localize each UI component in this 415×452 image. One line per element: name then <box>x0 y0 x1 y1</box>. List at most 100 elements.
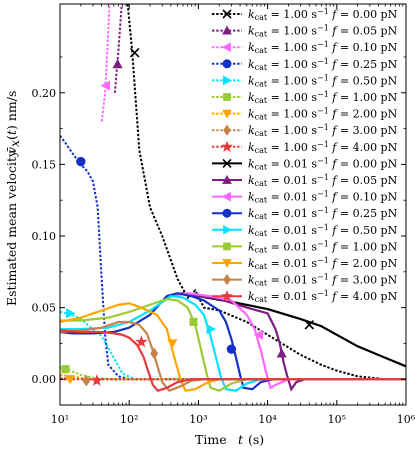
series-marker-kcat-1-00-s-f-0-25-pn-0 <box>76 156 86 167</box>
legend-marker-triangle-right <box>223 75 233 86</box>
legend-marker-x <box>222 9 232 19</box>
legend-marker-diamond <box>223 273 231 286</box>
legend-entry: kcat = 0.01 s−1 f = 2.00 pN <box>212 256 398 271</box>
legend-label: kcat = 1.00 s−1 f = 3.00 pN <box>248 123 398 138</box>
legend-entry: kcat = 1.00 s−1 f = 0.50 pN <box>212 73 398 88</box>
legend-entry: kcat = 0.01 s−1 f = 1.00 pN <box>212 239 398 254</box>
y-axis-title: Estimated mean velocity v̄ x ( t ) nm/s <box>4 91 22 306</box>
series-marker-kcat-1-00-s-f-0-05-pn-0 <box>112 58 123 69</box>
svg-text:(: ( <box>4 135 19 140</box>
axis-layer: 10¹ 10² 10³ 10⁴ 10⁵ 10⁶ 0.00 0.05 0.10 0.15 0.20 <box>32 4 415 426</box>
series-marker-kcat-1-00-s-f-1-00-pn-0 <box>61 365 70 374</box>
legend-entry: kcat = 1.00 s−1 f = 0.00 pN <box>212 7 398 22</box>
legend-label: kcat = 1.00 s−1 f = 0.05 pN <box>248 24 398 39</box>
series-marker-kcat-0-01-s-f-0-50-pn-0 <box>206 324 216 335</box>
legend-label: kcat = 0.01 s−1 f = 0.05 pN <box>248 173 398 188</box>
x-tick-label: 10⁶ <box>397 413 415 426</box>
legend-label: kcat = 0.01 s−1 f = 4.00 pN <box>248 289 398 304</box>
legend-entry: kcat = 0.01 s−1 f = 0.00 pN <box>212 156 398 171</box>
series-line-kcat-0-01-s-f-4-00-pn <box>60 329 406 392</box>
series-marker-kcat-0-01-s-f-0-00-pn-0 <box>304 320 315 330</box>
series-line-kcat-0-01-s-f-1-00-pn <box>60 297 406 392</box>
series-marker-kcat-0-01-s-f-0-25-pn-0 <box>226 344 237 354</box>
legend-entry: kcat = 1.00 s−1 f = 0.10 pN <box>212 40 398 55</box>
legend-entry: kcat = 1.00 s−1 f = 3.00 pN <box>212 123 398 138</box>
series-marker-kcat-1-00-s-f-3-00-pn-0 <box>82 374 91 387</box>
legend-label: kcat = 0.01 s−1 f = 0.00 pN <box>248 156 398 171</box>
legend-label: kcat = 1.00 s−1 f = 0.10 pN <box>248 40 398 55</box>
y-tick-label: 0.00 <box>32 373 57 386</box>
legend-entry: kcat = 1.00 s−1 f = 0.25 pN <box>212 57 398 72</box>
legend-entry: kcat = 0.01 s−1 f = 0.10 pN <box>212 190 398 205</box>
svg-text:t: t <box>238 432 244 447</box>
svg-text:t: t <box>4 129 19 135</box>
x-tick-label: 10² <box>120 413 138 426</box>
svg-text:Time: Time <box>195 432 227 447</box>
x-axis-title: Time t (s) <box>195 432 264 447</box>
legend-entry: kcat = 0.01 s−1 f = 3.00 pN <box>212 273 398 288</box>
svg-text:(s): (s) <box>248 432 264 447</box>
series-marker-kcat-1-00-s-f-2-00-pn-0 <box>65 375 76 385</box>
legend-marker-diamond <box>223 124 231 136</box>
legend-label: kcat = 1.00 s−1 f = 0.00 pN <box>248 7 398 22</box>
series-line-kcat-0-01-s-f-0-10-pn <box>170 292 406 390</box>
legend-entry: kcat = 0.01 s−1 f = 0.50 pN <box>212 223 398 238</box>
series-marker-kcat-1-00-s-f-0-10-pn-0 <box>100 80 110 91</box>
series-marker-kcat-0-01-s-f-4-00-pn-0 <box>135 335 148 348</box>
series-line-kcat-0-01-s-f-0-50-pn <box>60 295 406 392</box>
svg-text:) nm/s: ) nm/s <box>4 91 19 130</box>
legend-label: kcat = 0.01 s−1 f = 0.50 pN <box>248 223 398 238</box>
series-line-kcat-0-01-s-f-0-25-pn <box>60 292 406 391</box>
svg-text:Estimated mean velocity: Estimated mean velocity <box>4 149 19 306</box>
legend-marker-triangle-down <box>222 109 232 119</box>
svg-text:x: x <box>7 140 22 147</box>
series-marker-kcat-0-01-s-f-3-00-pn-0 <box>150 347 159 360</box>
legend-label: kcat = 0.01 s−1 f = 0.25 pN <box>248 206 398 221</box>
series-marker-kcat-0-01-s-f-0-10-pn-0 <box>253 329 264 340</box>
x-tick-label: 10⁴ <box>258 413 277 426</box>
legend-marker-triangle-down <box>222 259 232 269</box>
series-marker-kcat-1-00-s-f-4-00-pn-0 <box>90 374 103 386</box>
y-tick-label: 0.15 <box>32 158 57 171</box>
series-line-kcat-1-00-s-f-0-05-pn <box>113 4 123 93</box>
series-line-kcat-1-00-s-f-1-00-pn <box>60 366 406 381</box>
legend-marker-square <box>223 93 231 101</box>
legend-entry: kcat = 0.01 s−1 f = 4.00 pN <box>212 289 398 304</box>
series-line-kcat-1-00-s-f-0-25-pn <box>60 135 406 381</box>
legend-marker-triangle-up <box>222 25 232 35</box>
x-tick-label: 10⁵ <box>328 413 346 426</box>
legend-label: kcat = 1.00 s−1 f = 0.50 pN <box>248 73 398 88</box>
legend-marker-star <box>221 140 233 152</box>
series-marker-kcat-0-01-s-f-0-05-pn-0 <box>276 348 287 358</box>
legend-entry: kcat = 1.00 s−1 f = 0.05 pN <box>212 24 398 39</box>
legend-label: kcat = 0.01 s−1 f = 3.00 pN <box>248 273 398 288</box>
legend: kcat = 1.00 s−1 f = 0.00 pN kcat = 1.00 s… <box>212 7 398 304</box>
legend-label: kcat = 0.01 s−1 f = 1.00 pN <box>248 239 398 254</box>
series-line-kcat-0-01-s-f-2-00-pn <box>60 302 406 392</box>
y-tick-label: 0.05 <box>32 302 57 315</box>
series-marker-kcat-0-01-s-f-2-00-pn-0 <box>167 339 178 349</box>
series-line-kcat-0-01-s-f-0-05-pn <box>170 292 406 392</box>
legend-marker-triangle-left <box>221 191 231 202</box>
legend-label: kcat = 1.00 s−1 f = 2.00 pN <box>248 107 398 122</box>
series-marker-kcat-1-00-s-f-0-00-pn-0 <box>129 47 140 58</box>
legend-entry: kcat = 1.00 s−1 f = 1.00 pN <box>212 90 398 105</box>
series-line-kcat-1-00-s-f-0-10-pn <box>100 4 111 122</box>
legend-entry: kcat = 0.01 s−1 f = 0.05 pN <box>212 173 398 188</box>
legend-marker-triangle-left <box>221 42 231 53</box>
legend-label: kcat = 0.01 s−1 f = 0.10 pN <box>248 190 398 205</box>
marker-layer <box>61 47 315 387</box>
legend-marker-star <box>221 289 233 302</box>
legend-marker-triangle-right <box>223 224 233 235</box>
x-tick-label: 10³ <box>189 413 207 426</box>
series-marker-kcat-0-01-s-f-1-00-pn-0 <box>189 317 198 327</box>
legend-marker-triangle-up <box>222 174 232 184</box>
plot-frame <box>59 3 407 406</box>
legend-entry: kcat = 0.01 s−1 f = 0.25 pN <box>212 206 398 221</box>
legend-entry: kcat = 1.00 s−1 f = 4.00 pN <box>212 140 398 155</box>
legend-marker-square <box>223 242 231 251</box>
legend-label: kcat = 0.01 s−1 f = 2.00 pN <box>248 256 398 271</box>
legend-label: kcat = 1.00 s−1 f = 1.00 pN <box>248 90 398 105</box>
y-tick-label: 0.10 <box>32 230 57 243</box>
